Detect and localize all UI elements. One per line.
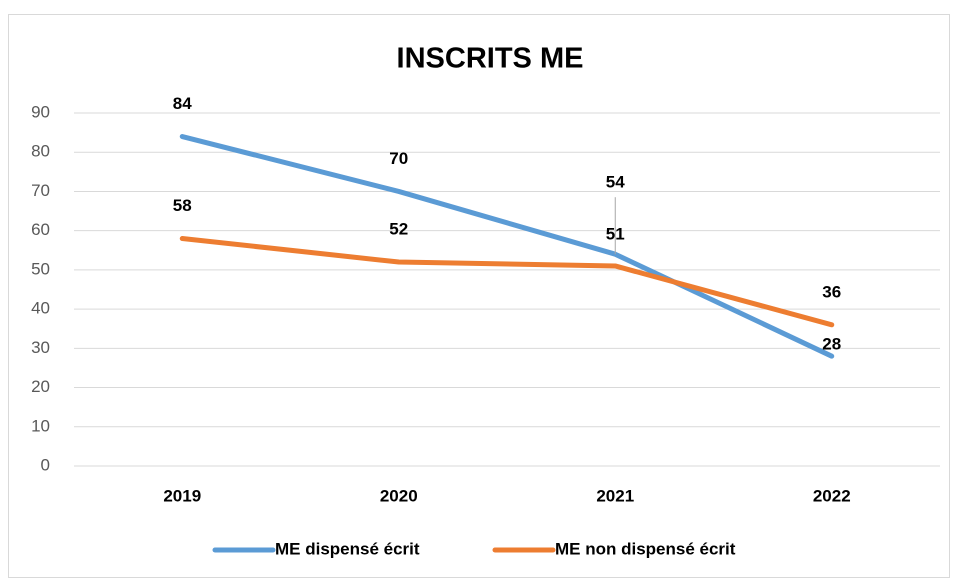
y-tick-label: 70 [31,181,50,200]
y-tick-label: 0 [41,455,50,474]
series-line [179,236,835,328]
y-tick-label: 20 [31,377,50,396]
data-label: 58 [173,196,192,215]
y-tick-label: 40 [31,299,50,318]
chart-border [8,14,950,578]
data-label: 70 [389,149,408,168]
data-label: 54 [606,173,625,192]
legend-label: ME non dispensé écrit [555,539,736,558]
x-tick-label: 2021 [596,486,634,505]
series-line [179,134,835,359]
x-tick-label: 2022 [813,486,851,505]
y-tick-label: 80 [31,142,50,161]
chart-title: INSCRITS ME [397,43,584,75]
y-tick-label: 60 [31,220,50,239]
data-label: 52 [389,220,408,239]
data-label: 36 [822,282,841,301]
data-label: 28 [822,335,841,354]
data-label: 84 [173,94,192,113]
y-tick-label: 90 [31,102,50,121]
x-tick-label: 2019 [163,486,201,505]
legend-label: ME dispensé écrit [275,539,420,558]
data-label: 51 [606,224,625,243]
x-tick-label: 2020 [380,486,418,505]
y-tick-label: 10 [31,416,50,435]
y-tick-label: 50 [31,259,50,278]
y-tick-label: 30 [31,338,50,357]
